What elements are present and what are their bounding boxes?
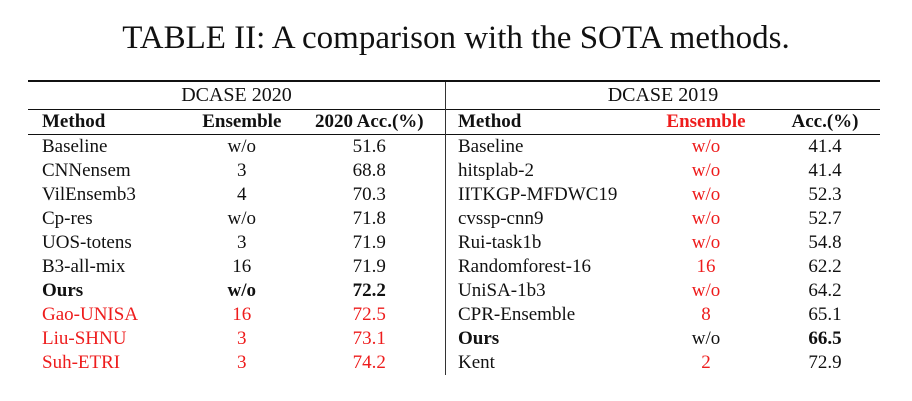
table-row: hitsplab-2 w/o 41.4 xyxy=(446,159,880,183)
cell-ensemble: w/o xyxy=(691,208,721,229)
cell-ensemble: w/o xyxy=(691,232,721,253)
header-method: Method xyxy=(42,111,106,132)
header-ensemble: Ensemble xyxy=(202,111,282,132)
cell-method: VilEnsemb3 xyxy=(42,184,136,205)
cell-method: Baseline xyxy=(458,136,524,157)
table-row: UniSA-1b3 w/o 64.2 xyxy=(446,279,880,303)
cell-method: IITKGP-MFDWC19 xyxy=(458,184,618,205)
cell-ensemble: w/o xyxy=(227,208,257,229)
cell-method: Suh-ETRI xyxy=(42,352,121,373)
cell-ensemble: 3 xyxy=(237,160,247,181)
cell-ensemble: w/o xyxy=(691,280,721,301)
cell-accuracy: 72.2 xyxy=(352,280,386,301)
table-row: Ours w/o 72.2 xyxy=(28,279,445,303)
table-row: Suh-ETRI 3 74.2 xyxy=(28,351,445,375)
dcase2019-section: DCASE 2019 Method Ensemble Acc.(%) Basel… xyxy=(446,82,880,375)
table-row: VilEnsemb3 4 70.3 xyxy=(28,183,445,207)
header-row: Method Ensemble Acc.(%) xyxy=(446,110,880,135)
cell-accuracy: 66.5 xyxy=(808,328,842,349)
cell-method: Liu-SHNU xyxy=(42,328,127,349)
cell-accuracy: 73.1 xyxy=(352,328,386,349)
cell-method: Ours xyxy=(458,328,500,349)
table-body: Baseline w/o 51.6 CNNensem 3 68.8 VilEnsemb3 4 7… xyxy=(28,135,445,375)
cell-ensemble: 3 xyxy=(237,352,247,373)
cell-ensemble: 16 xyxy=(232,256,252,277)
table-row: Kent 2 72.9 xyxy=(446,351,880,375)
cell-ensemble: w/o xyxy=(691,136,721,157)
cell-accuracy: 72.5 xyxy=(352,304,386,325)
cell-ensemble: 16 xyxy=(696,256,716,277)
header-accuracy: Acc.(%) xyxy=(791,111,859,132)
cell-ensemble: w/o xyxy=(227,136,257,157)
cell-accuracy: 41.4 xyxy=(808,136,842,157)
section-title: DCASE 2019 xyxy=(446,82,880,110)
cell-ensemble: 3 xyxy=(237,232,247,253)
table-row: Cp-res w/o 71.8 xyxy=(28,207,445,231)
cell-method: Cp-res xyxy=(42,208,93,229)
cell-ensemble: 16 xyxy=(232,304,252,325)
cell-ensemble: w/o xyxy=(691,184,721,205)
cell-method: Baseline xyxy=(42,136,108,157)
cell-accuracy: 52.7 xyxy=(808,208,842,229)
header-row: Method Ensemble 2020 Acc.(%) xyxy=(28,110,445,135)
cell-accuracy: 51.6 xyxy=(352,136,386,157)
header-accuracy: 2020 Acc.(%) xyxy=(314,111,424,132)
table-body: Baseline w/o 41.4 hitsplab-2 w/o 41.4 IITKGP-M… xyxy=(446,135,880,375)
cell-method: hitsplab-2 xyxy=(458,160,534,181)
table-row: Liu-SHNU 3 73.1 xyxy=(28,327,445,351)
cell-accuracy: 71.8 xyxy=(352,208,386,229)
cell-accuracy: 70.3 xyxy=(352,184,386,205)
cell-accuracy: 71.9 xyxy=(352,256,386,277)
header-method: Method xyxy=(458,111,522,132)
table-caption: TABLE II: A comparison with the SOTA met… xyxy=(122,20,790,56)
cell-method: Kent xyxy=(458,352,495,373)
comparison-table: DCASE 2020 Method Ensemble 2020 Acc.(%) … xyxy=(28,80,880,375)
table-row: UOS-totens 3 71.9 xyxy=(28,231,445,255)
cell-method: UniSA-1b3 xyxy=(458,280,546,301)
cell-accuracy: 62.2 xyxy=(808,256,842,277)
cell-accuracy: 74.2 xyxy=(352,352,386,373)
cell-accuracy: 41.4 xyxy=(808,160,842,181)
cell-ensemble: 3 xyxy=(237,328,247,349)
cell-method: B3-all-mix xyxy=(42,256,126,277)
table-row: B3-all-mix 16 71.9 xyxy=(28,255,445,279)
cell-accuracy: 52.3 xyxy=(808,184,842,205)
cell-method: Randomforest-16 xyxy=(458,256,591,277)
cell-method: cvssp-cnn9 xyxy=(458,208,544,229)
cell-ensemble: 2 xyxy=(701,352,711,373)
cell-ensemble: 8 xyxy=(701,304,711,325)
table-row: Randomforest-16 16 62.2 xyxy=(446,255,880,279)
table-row: IITKGP-MFDWC19 w/o 52.3 xyxy=(446,183,880,207)
section-title: DCASE 2020 xyxy=(28,82,445,110)
dcase2020-section: DCASE 2020 Method Ensemble 2020 Acc.(%) … xyxy=(28,82,446,375)
cell-accuracy: 64.2 xyxy=(808,280,842,301)
cell-ensemble: w/o xyxy=(691,160,721,181)
cell-ensemble: w/o xyxy=(691,328,721,349)
cell-accuracy: 72.9 xyxy=(808,352,842,373)
cell-method: Ours xyxy=(42,280,84,301)
table-row: Gao-UNISA 16 72.5 xyxy=(28,303,445,327)
cell-method: Rui-task1b xyxy=(458,232,542,253)
cell-accuracy: 65.1 xyxy=(808,304,842,325)
cell-accuracy: 71.9 xyxy=(352,232,386,253)
table-row: CPR-Ensemble 8 65.1 xyxy=(446,303,880,327)
table-row: CNNensem 3 68.8 xyxy=(28,159,445,183)
table-row: Rui-task1b w/o 54.8 xyxy=(446,231,880,255)
cell-method: UOS-totens xyxy=(42,232,132,253)
cell-accuracy: 54.8 xyxy=(808,232,842,253)
table-row: cvssp-cnn9 w/o 52.7 xyxy=(446,207,880,231)
cell-ensemble: 4 xyxy=(237,184,247,205)
header-ensemble: Ensemble xyxy=(666,111,746,132)
table-row: Baseline w/o 51.6 xyxy=(28,135,445,159)
cell-ensemble: w/o xyxy=(227,280,257,301)
cell-accuracy: 68.8 xyxy=(352,160,386,181)
cell-method: Gao-UNISA xyxy=(42,304,139,325)
table-row: Baseline w/o 41.4 xyxy=(446,135,880,159)
cell-method: CPR-Ensemble xyxy=(458,304,576,325)
cell-method: CNNensem xyxy=(42,160,131,181)
table-row: Ours w/o 66.5 xyxy=(446,327,880,351)
